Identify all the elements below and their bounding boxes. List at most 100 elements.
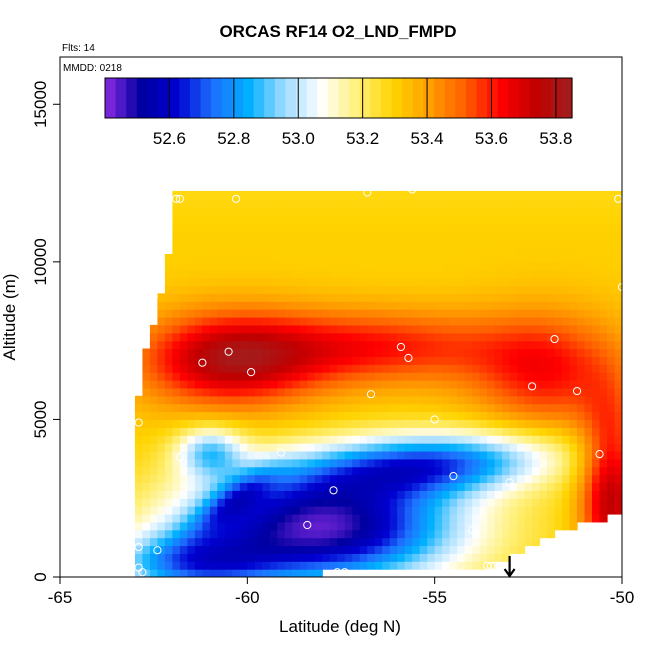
heatmap-cell [172,348,181,357]
heatmap-cell [187,356,196,365]
heatmap-cell [157,340,166,350]
heatmap-cell [532,230,541,239]
heatmap-cell [374,419,383,428]
heatmap-cell [449,529,458,539]
heatmap-cell [374,506,383,515]
heatmap-cell [547,246,556,255]
heatmap-cell [277,230,286,239]
heatmap-cell [367,513,376,523]
heatmap-cell [232,206,241,216]
heatmap-cell [359,537,368,547]
heatmap-cell [142,474,151,484]
heatmap-cell [367,561,376,570]
heatmap-cell [577,332,586,342]
heatmap-cell [592,206,601,216]
heatmap-cell [277,269,286,279]
heatmap-cell [307,498,316,507]
heatmap-cell [359,332,368,342]
heatmap-cell [352,427,361,436]
heatmap-cell [419,293,428,302]
heatmap-cell [592,198,601,208]
heatmap-cell [509,238,518,247]
heatmap-cell [367,261,376,271]
heatmap-cell [524,364,533,373]
heatmap-cell [442,269,451,279]
heatmap-cell [434,537,443,547]
heatmap-cell [577,506,586,515]
heatmap-cell [569,435,578,444]
colorbar-swatch [126,78,138,118]
heatmap-cell [502,206,511,216]
heatmap-cell [389,356,398,365]
heatmap-cell [584,261,593,271]
heatmap-cell [164,340,173,350]
heatmap-cell [584,206,593,216]
heatmap-cell [524,261,533,271]
heatmap-cell [314,553,323,562]
heatmap-cell [322,214,331,224]
heatmap-cell [299,419,308,428]
heatmap-cell [382,537,391,547]
heatmap-cell [547,466,556,476]
heatmap-cell [487,293,496,302]
heatmap-cell [307,419,316,428]
heatmap-cell [502,301,511,310]
heatmap-cell [157,482,166,491]
heatmap-cell [232,356,241,365]
heatmap-cell [254,474,263,484]
heatmap-cell [457,403,466,413]
heatmap-cell [457,387,466,397]
heatmap-cell [269,356,278,365]
heatmap-cell [412,222,421,231]
heatmap-cell [307,380,316,389]
heatmap-cell [547,403,556,413]
heatmap-cell [599,435,608,444]
heatmap-cell [299,435,308,444]
heatmap-cell [592,332,601,342]
heatmap-cell [262,309,271,318]
heatmap-cell [344,340,353,350]
heatmap-cell [509,443,518,452]
heatmap-cell [262,198,271,208]
colorbar-swatch [285,78,297,118]
heatmap-cell [614,498,622,507]
heatmap-cell [202,269,211,279]
heatmap-cell [614,246,622,255]
heatmap-cell [532,317,541,326]
heatmap-cell [164,387,173,397]
heatmap-cell [487,238,496,247]
heatmap-cell [472,246,481,255]
heatmap-cell [502,513,511,523]
heatmap-cell [164,537,173,547]
heatmap-cell [367,277,376,287]
heatmap-cell [337,301,346,310]
heatmap-cell [524,403,533,413]
heatmap-cell [307,214,316,224]
heatmap-cell [277,403,286,413]
heatmap-cell [337,285,346,294]
heatmap-cell [142,387,151,397]
heatmap-cell [434,332,443,342]
heatmap-cell [592,395,601,405]
heatmap-cell [194,490,203,499]
heatmap-cell [329,380,338,389]
heatmap-cell [472,506,481,515]
heatmap-cell [577,309,586,318]
heatmap-cell [464,324,473,334]
heatmap-cell [427,222,436,231]
heatmap-cell [277,482,286,491]
heatmap-cell [487,482,496,491]
heatmap-cell [262,419,271,428]
heatmap-cell [584,190,593,200]
heatmap-cell [434,482,443,491]
heatmap-cell [172,253,181,263]
heatmap-cell [262,395,271,405]
heatmap-cell [382,222,391,231]
heatmap-cell [599,380,608,389]
heatmap-cell [284,498,293,507]
heatmap-cell [449,513,458,523]
heatmap-cell [239,553,248,562]
heatmap-cell [164,301,173,310]
heatmap-cell [517,521,526,531]
heatmap-cell [592,474,601,484]
